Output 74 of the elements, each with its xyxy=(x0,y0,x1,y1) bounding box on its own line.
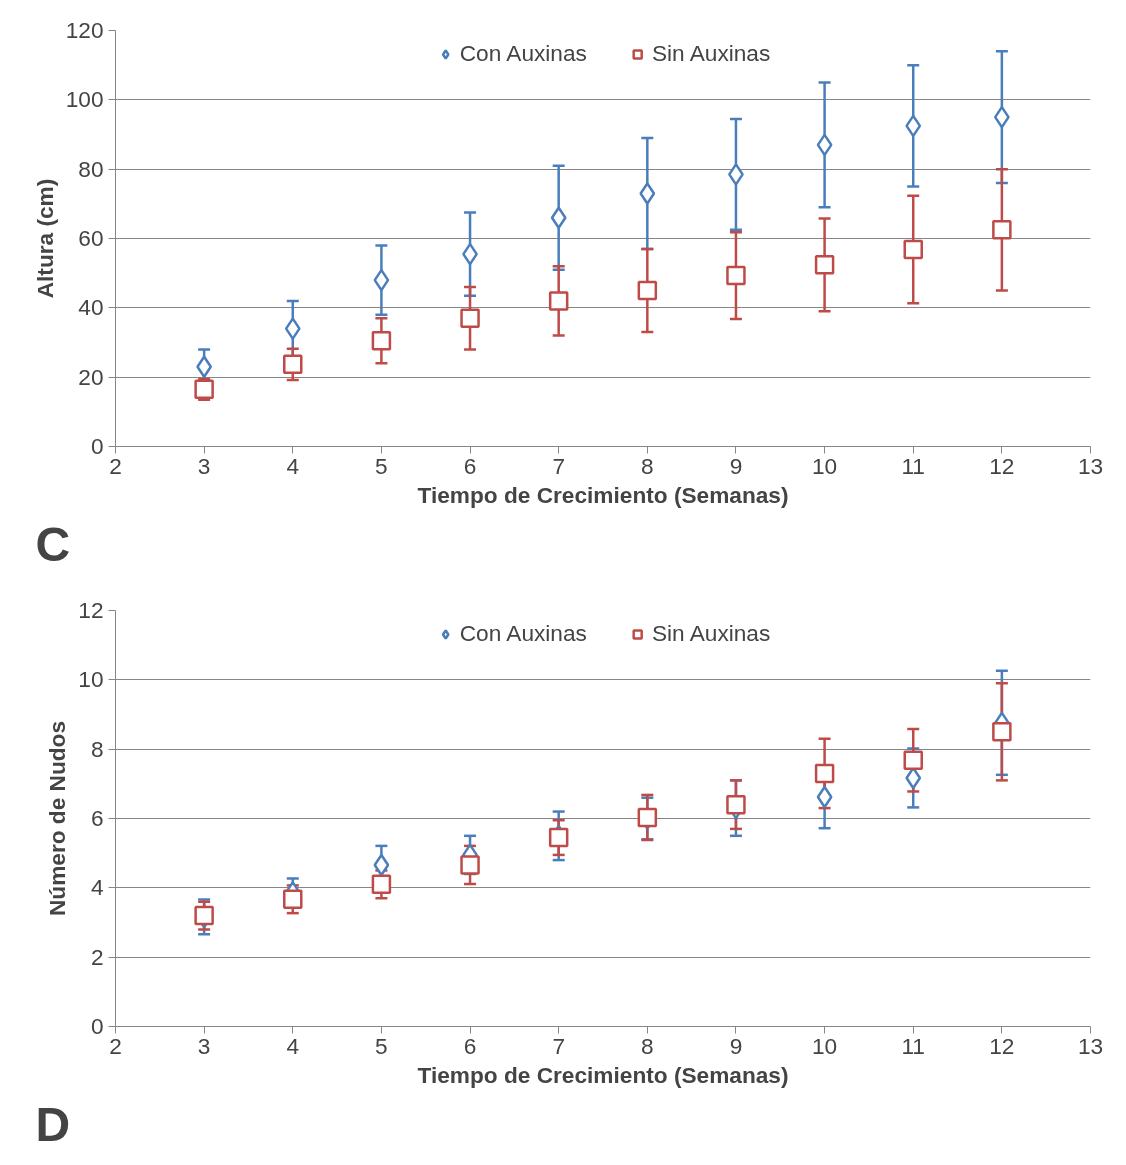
point xyxy=(726,265,746,286)
point xyxy=(460,855,480,875)
x-tick-label: 3 xyxy=(197,1032,211,1059)
point xyxy=(726,794,746,815)
point xyxy=(283,354,303,375)
x-tick-label: 12 xyxy=(989,452,1015,479)
point xyxy=(196,355,213,379)
x-tick-label: 8 xyxy=(641,452,654,479)
x-tick-label: 5 xyxy=(375,452,388,479)
point xyxy=(283,889,303,910)
point xyxy=(903,239,923,260)
x-tick-label: 5 xyxy=(375,1032,388,1059)
y-tick-label: 120 xyxy=(65,17,104,43)
point xyxy=(637,280,658,301)
point xyxy=(639,182,656,205)
x-tick-label: 4 xyxy=(286,1032,300,1059)
legend-label: Con Auxinas xyxy=(459,620,587,647)
point xyxy=(284,317,301,340)
y-tick-label: 8 xyxy=(90,735,104,762)
x-tick-label: 13 xyxy=(1077,1032,1104,1059)
legend-label: Sin Auxinas xyxy=(651,620,771,647)
text: D xyxy=(35,1097,71,1151)
y-tick-label: 4 xyxy=(90,874,104,901)
point xyxy=(903,750,923,771)
point xyxy=(992,722,1012,742)
legend-label: Sin Auxinas xyxy=(651,40,771,67)
x-tick-label: 9 xyxy=(729,452,743,479)
x-tick-label: 6 xyxy=(463,452,477,479)
y-tick-label: 80 xyxy=(78,155,104,182)
x-axis-title: Tiempo de Crecimiento (Semanas) xyxy=(417,1061,789,1088)
x-tick-label: 2 xyxy=(109,1032,122,1059)
x-tick-label: 11 xyxy=(901,1032,925,1059)
x-tick-label: 4 xyxy=(286,452,300,479)
point xyxy=(371,331,392,351)
legend-label: Con Auxinas xyxy=(459,40,587,67)
point xyxy=(373,853,390,877)
point xyxy=(816,785,833,809)
x-tick-label: 9 xyxy=(729,1032,743,1059)
text: C xyxy=(35,517,71,571)
point xyxy=(460,308,480,328)
x-tick-label: 2 xyxy=(109,452,122,479)
point xyxy=(816,133,833,157)
x-tick-label: 10 xyxy=(811,452,838,479)
point xyxy=(814,763,835,784)
point xyxy=(373,268,390,292)
x-tick-label: 11 xyxy=(901,452,925,479)
x-tick-label: 13 xyxy=(1077,452,1104,479)
x-tick-label: 7 xyxy=(552,452,565,479)
y-tick-label: 100 xyxy=(65,86,104,113)
y-tick-label: 40 xyxy=(78,294,104,321)
x-tick-label: 7 xyxy=(552,1032,565,1059)
x-tick-label: 8 xyxy=(641,1032,654,1059)
point xyxy=(905,114,922,138)
y-tick-label: 10 xyxy=(78,666,104,693)
point xyxy=(548,291,569,311)
y-axis-title: Altura (cm) xyxy=(31,178,58,299)
y-tick-label: 2 xyxy=(90,943,104,970)
y-tick-label: 12 xyxy=(78,597,104,623)
y-tick-label: 20 xyxy=(78,363,104,390)
x-tick-label: 3 xyxy=(197,452,211,479)
point xyxy=(371,874,392,895)
x-tick-label: 10 xyxy=(811,1032,838,1059)
point xyxy=(993,105,1010,129)
point xyxy=(550,206,567,229)
y-axis-title: Número de Nudos xyxy=(44,720,71,917)
y-tick-label: 6 xyxy=(90,805,104,831)
point xyxy=(814,255,835,275)
x-tick-label: 12 xyxy=(989,1032,1015,1059)
y-tick-label: 60 xyxy=(78,225,104,251)
x-axis-title: Tiempo de Crecimiento (Semanas) xyxy=(417,481,789,508)
y-tick-label: 0 xyxy=(90,433,104,459)
point xyxy=(992,220,1012,240)
y-tick-label: 0 xyxy=(90,1013,104,1039)
x-tick-label: 6 xyxy=(463,1032,477,1059)
